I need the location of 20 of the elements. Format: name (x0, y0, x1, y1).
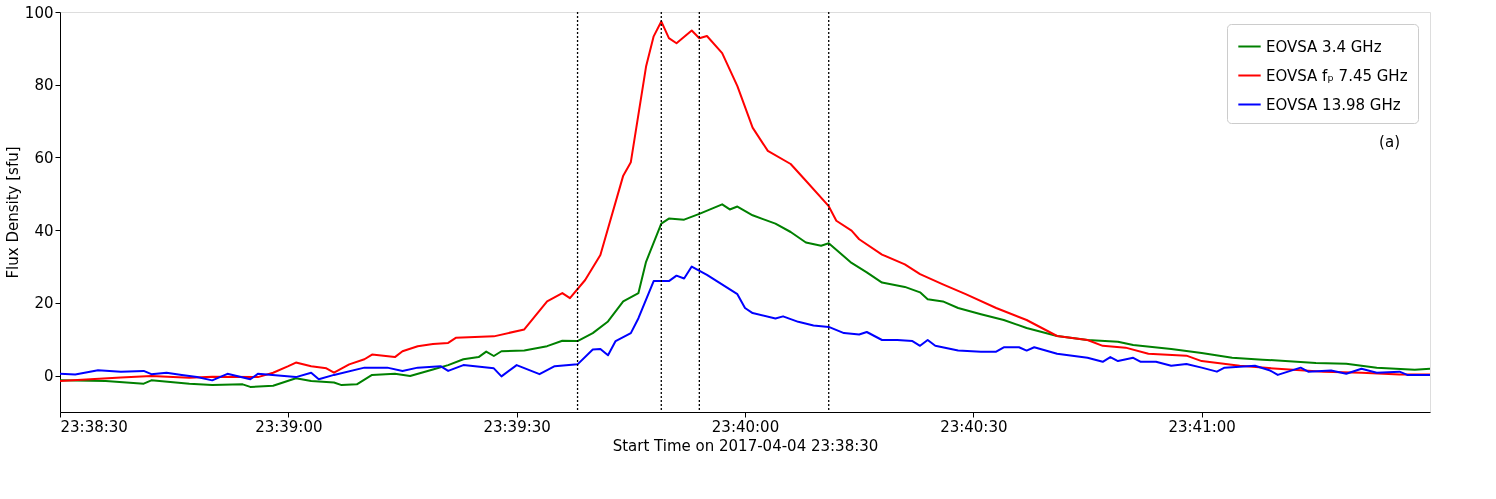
line-series (60, 265, 1430, 382)
x-tick-label: 23:38:30 (60, 417, 128, 436)
x-tick-label: 23:40:00 (711, 417, 780, 436)
legend-label: EOVSA fₚ 7.45 GHz (1266, 66, 1408, 85)
x-axis-title: Start Time on 2017-04-04 23:38:30 (612, 436, 879, 455)
y-tick-label: 100 (24, 3, 54, 22)
y-tick-label: 40 (34, 221, 54, 240)
y-tick-label: 20 (34, 294, 54, 313)
y-tick-label: 0 (43, 367, 54, 386)
x-tick-label: 23:39:00 (255, 417, 323, 436)
line-series (60, 203, 1430, 388)
x-tick-label: 23:39:30 (483, 417, 551, 436)
legend-label: EOVSA 3.4 GHz (1266, 37, 1382, 56)
x-tick-label: 23:41:00 (1168, 417, 1236, 436)
y-tick-label: 60 (34, 148, 54, 167)
legend-label: EOVSA 13.98 GHz (1266, 95, 1401, 114)
x-tick-label: 23:40:30 (940, 417, 1008, 436)
annotation: (a) (1379, 133, 1400, 151)
y-axis-title: Flux Density [sfu] (3, 146, 22, 279)
y-tick-label: 80 (34, 76, 54, 95)
